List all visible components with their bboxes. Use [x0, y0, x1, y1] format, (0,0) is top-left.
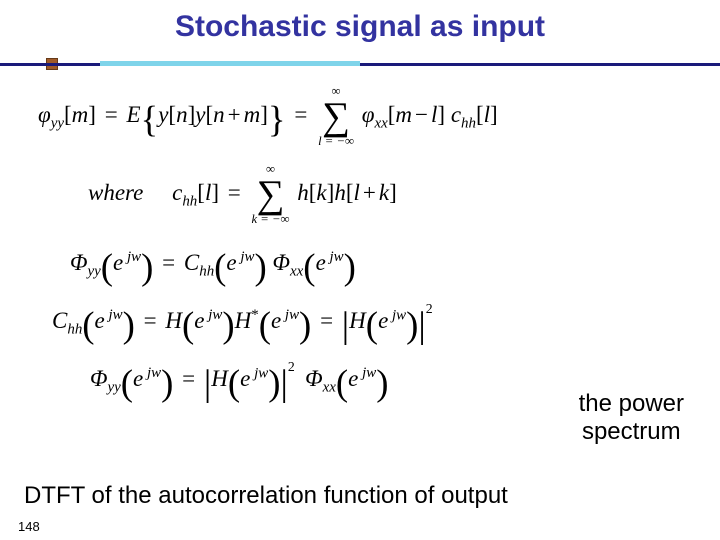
equation-4: Chh(e jw) = H(e jw)H*(e jw) = |H(e jw)|2	[52, 303, 690, 347]
equation-1: φyy[m] = E{y[n]y[n+m]} = ∞ ∑ l = −∞ φxx[…	[38, 84, 690, 150]
page-number: 148	[18, 519, 40, 534]
equation-3: Φyy(e jw) = Chh(e jw) Φxx(e jw)	[70, 245, 690, 289]
title-underline	[0, 60, 720, 66]
annotation-line1: the power	[579, 390, 684, 418]
annotation-line2: spectrum	[579, 418, 684, 446]
where-label: where	[88, 180, 143, 205]
slide-title: Stochastic signal as input	[30, 10, 690, 44]
title-region: Stochastic signal as input	[30, 10, 690, 66]
equation-2: where chh[l] = ∞ ∑ k = −∞ h[k]h[l+k]	[88, 162, 690, 228]
annotation-power-spectrum: the power spectrum	[579, 390, 684, 445]
slide: Stochastic signal as input φyy[m] = E{y[…	[0, 0, 720, 540]
content-area: φyy[m] = E{y[n]y[n+m]} = ∞ ∑ l = −∞ φxx[…	[30, 74, 690, 406]
sum-symbol: ∞ ∑ l = −∞	[318, 84, 354, 150]
footer-caption: DTFT of the autocorrelation function of …	[24, 482, 710, 510]
sum-symbol: ∞ ∑ k = −∞	[251, 162, 289, 228]
